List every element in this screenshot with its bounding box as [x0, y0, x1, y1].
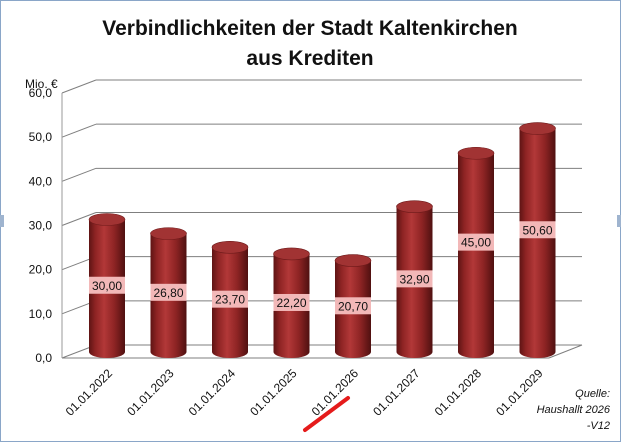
data-label: 23,70 — [212, 290, 248, 308]
data-label-box — [273, 293, 310, 311]
data-label-text: 32,90 — [399, 272, 429, 286]
data-label-text: 30,00 — [92, 279, 122, 293]
data-label-box — [519, 221, 556, 239]
bar-top — [334, 254, 372, 267]
data-label-text: 23,70 — [215, 293, 245, 307]
data-label: 20,70 — [335, 297, 371, 315]
floor-right-edge — [548, 344, 583, 359]
chart-title-line-2: aus Krediten — [246, 47, 373, 70]
y-tick-label: 40,0 — [29, 174, 53, 188]
source-note-line-3: -V12 — [587, 420, 610, 432]
gridline-diag — [61, 167, 97, 182]
resize-handle-left[interactable] — [0, 215, 4, 227]
data-label: 45,00 — [458, 233, 494, 251]
resize-handle-right[interactable] — [617, 215, 621, 227]
data-labels: 30,00 26,80 23,70 22,20 20,70 32,90 45,00 50,60 — [89, 221, 556, 315]
gridline-diag — [61, 123, 97, 138]
category-label: 01.01.2026 — [309, 366, 362, 419]
source-note-line-2: Haushallt 2026 — [537, 404, 611, 416]
data-label: 22,20 — [273, 293, 310, 311]
y-tick-label: 10,0 — [29, 307, 53, 321]
data-label-box — [335, 297, 371, 315]
y-tick-label: 60,0 — [29, 86, 53, 100]
bar-body — [519, 128, 556, 358]
y-tick-label: 20,0 — [29, 263, 53, 277]
category-label: 01.01.2027 — [370, 366, 423, 419]
bar — [519, 122, 556, 358]
data-label-box — [150, 283, 187, 301]
gridline-diag — [61, 212, 97, 226]
y-axis-unit-label: Mio. € — [25, 77, 58, 91]
grid-layer — [61, 79, 583, 359]
category-label: 01.01.2022 — [63, 366, 116, 419]
data-label: 26,80 — [150, 283, 187, 301]
bar-top — [457, 146, 495, 160]
data-label: 30,00 — [89, 276, 125, 294]
bar-top — [88, 213, 126, 226]
data-label-text: 22,20 — [276, 296, 306, 310]
data-label-box — [212, 290, 248, 308]
bar-body — [458, 153, 494, 358]
data-label: 32,90 — [396, 270, 433, 288]
highlight-strike-mark — [303, 396, 350, 432]
category-label: 01.01.2025 — [247, 366, 300, 419]
bar-top — [519, 122, 556, 135]
gridline-diag — [61, 79, 97, 94]
bar-top — [150, 227, 187, 240]
data-label-box — [458, 233, 494, 251]
data-label-text: 45,00 — [461, 236, 491, 250]
category-label: 01.01.2023 — [124, 366, 177, 419]
category-label: 01.01.2028 — [432, 366, 485, 419]
category-label: 01.01.2024 — [186, 366, 239, 419]
category-labels: 01.01.2022 01.01.2023 01.01.2024 01.01.2025… — [63, 366, 546, 419]
bar-top — [211, 241, 249, 254]
y-tick-label: 0,0 — [35, 351, 52, 365]
y-tick-label: 50,0 — [29, 130, 53, 144]
data-label-text: 50,60 — [522, 223, 552, 237]
data-label-text: 26,80 — [153, 286, 183, 300]
data-label-box — [396, 270, 433, 288]
source-note-line-1: Quelle: — [575, 388, 610, 400]
y-tick-label: 30,0 — [29, 219, 53, 233]
chart-title-line-1: Verbindlichkeiten der Stadt Kaltenkirche… — [102, 17, 517, 40]
bar-top — [273, 247, 310, 261]
bar — [457, 146, 495, 358]
bar-top — [396, 200, 433, 213]
y-tick-labels: 0,0 10,0 20,0 30,0 40,0 50,0 60,0 — [29, 86, 53, 365]
data-label: 50,60 — [519, 221, 556, 239]
data-label-text: 20,70 — [338, 299, 368, 313]
data-label-box — [89, 276, 125, 294]
